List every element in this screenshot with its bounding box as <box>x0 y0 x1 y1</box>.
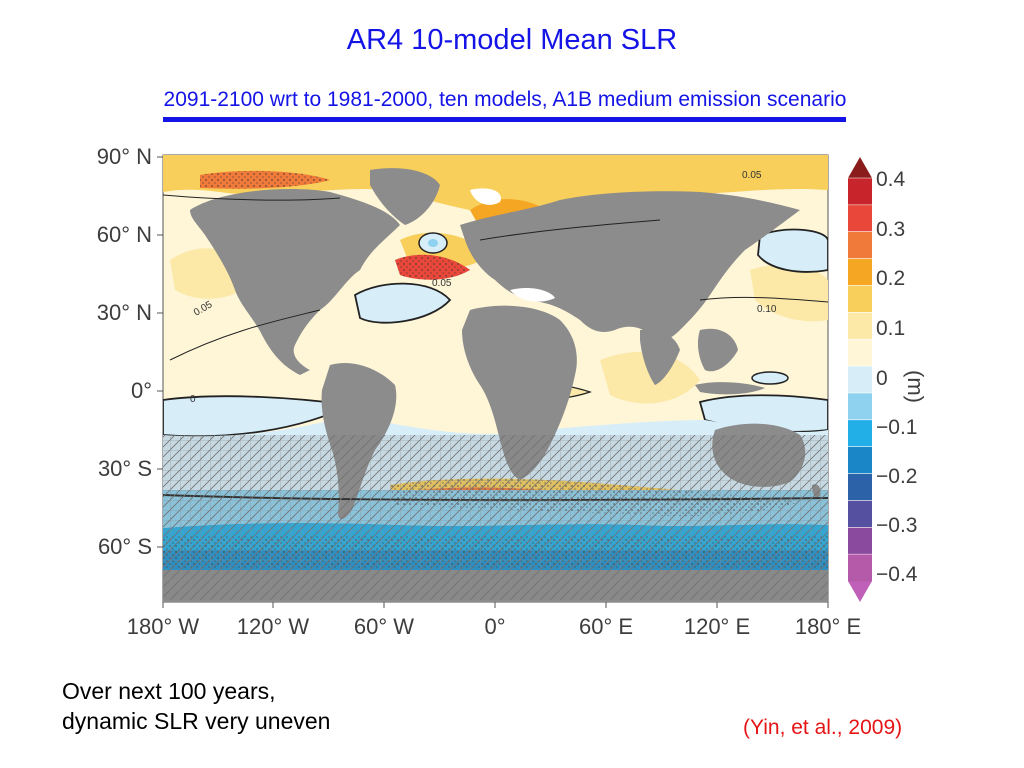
lon-label-60w: 60° W <box>353 614 415 639</box>
contour-label: 0.05 <box>742 170 762 181</box>
colorbar-segment <box>848 312 872 340</box>
colorbar-tick-label: −0.3 <box>876 514 918 537</box>
colorbar-tick-label: −0.2 <box>876 465 918 488</box>
colorbar-tick-label: −0.1 <box>876 416 918 439</box>
lon-label-180w: 180° W <box>126 614 200 639</box>
colorbar-tick-label: 0 <box>876 367 888 390</box>
colorbar-segment <box>848 339 872 367</box>
colorbar-segment <box>848 392 872 421</box>
map-svg: 0.05 0.05 0.05 0.10 0 <box>157 154 872 608</box>
citation: (Yin, et al., 2009) <box>743 716 903 739</box>
colorbar-segment <box>848 178 872 206</box>
greenland <box>370 168 440 225</box>
lon-label-120w: 120° W <box>236 614 310 639</box>
colorbar-segment <box>848 473 872 501</box>
summary-note-line: Over next 100 years, <box>62 678 276 704</box>
colorbar-segment <box>848 231 872 260</box>
contour-label: 0.10 <box>757 304 777 315</box>
lat-label-60s: 60° S <box>97 534 152 559</box>
lat-label-90n: 90° N <box>96 144 152 169</box>
lat-label-30n: 30° N <box>96 300 152 325</box>
contour-label: 0 <box>190 394 196 405</box>
colorbar-segment <box>848 419 872 448</box>
india <box>640 329 680 385</box>
title-underline <box>163 117 846 122</box>
colorbar-tick-label: 0.4 <box>876 168 906 191</box>
arctic-positive-band <box>163 155 828 219</box>
lon-label-180e: 180° E <box>794 614 862 639</box>
axis-ticks <box>157 156 829 608</box>
slide-title: AR4 10-model Mean SLR <box>346 24 678 56</box>
colorbar-segment <box>848 204 872 233</box>
colorbar-segment <box>848 446 872 475</box>
colorbar <box>848 157 872 602</box>
summary-note: Over next 100 years, dynamic SLR very un… <box>62 676 330 736</box>
lat-label-30s: 30° S <box>97 456 152 481</box>
colorbar-bottom-arrow <box>848 581 872 602</box>
colorbar-tick-label: 0.2 <box>876 267 906 290</box>
north-america <box>190 189 400 375</box>
map-layers: 0.05 0.05 0.05 0.10 0 <box>163 155 828 602</box>
colorbar-segment <box>848 285 872 313</box>
colorbar-segment <box>848 366 872 394</box>
colorbar-tick-label: −0.4 <box>876 563 918 586</box>
colorbar-segment <box>848 527 872 555</box>
lon-label-0: 0° <box>484 614 506 639</box>
sea-level-map-figure: 0.05 0.05 0.05 0.10 0 <box>0 130 1024 650</box>
hatched-southern-region <box>163 435 828 600</box>
lat-label-eq: 0° <box>130 378 152 403</box>
colorbar-top-arrow <box>848 157 872 178</box>
slide-subtitle: 2091-2100 wrt to 1981-2000, ten models, … <box>163 88 847 111</box>
colorbar-unit-label: (m) <box>903 370 928 403</box>
atlantic-gyre-negative <box>353 282 452 324</box>
eurasia <box>460 191 800 341</box>
lat-label-60n: 60° N <box>96 222 152 247</box>
colorbar-segment <box>848 500 872 528</box>
colorbar-tick-label: 0.1 <box>876 317 906 340</box>
lon-label-120e: 120° E <box>683 614 751 639</box>
contour-label: 0.05 <box>432 278 452 289</box>
colorbar-segment <box>848 554 872 582</box>
lon-label-60e: 60° E <box>578 614 634 639</box>
colorbar-segment <box>848 258 872 286</box>
summary-note-line: dynamic SLR very uneven <box>62 708 331 734</box>
colorbar-tick-label: 0.3 <box>876 218 906 241</box>
